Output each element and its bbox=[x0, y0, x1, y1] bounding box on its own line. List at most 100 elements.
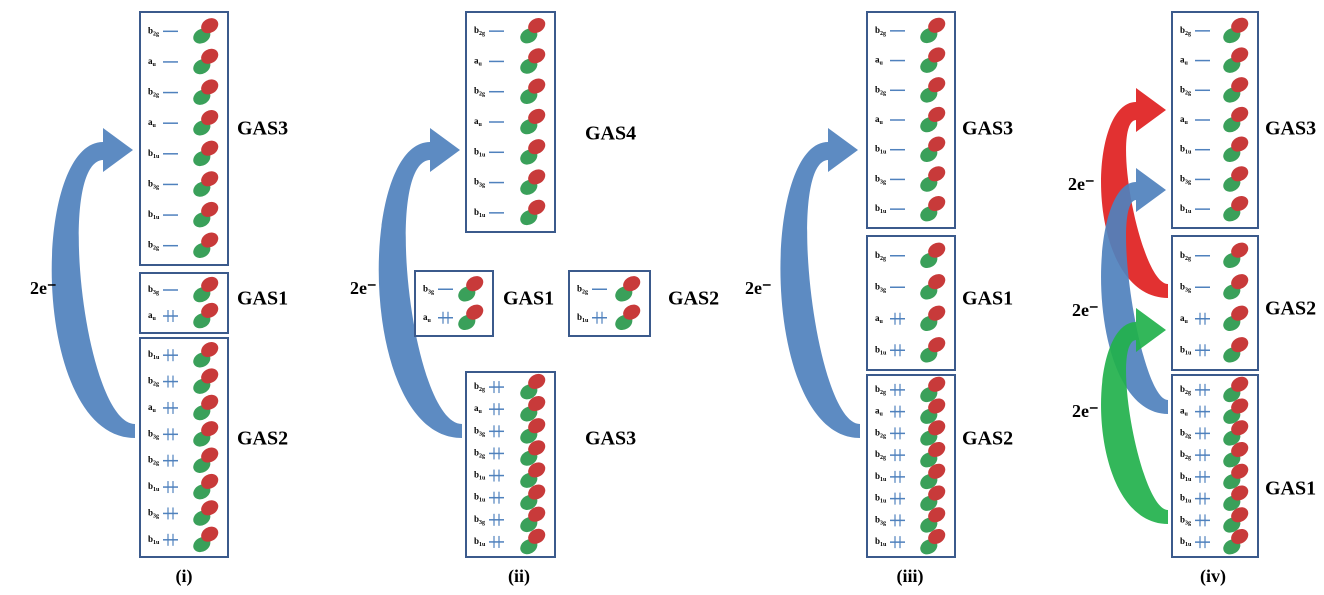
orbital-subscript: 2g bbox=[880, 256, 886, 262]
orbital-symbol: b bbox=[875, 536, 880, 546]
orbital-subscript: 2g bbox=[880, 31, 886, 37]
orbital-lobe bbox=[928, 136, 946, 152]
orbital-label: b2g bbox=[875, 449, 886, 461]
orbital-subscript: u bbox=[880, 61, 884, 67]
orbital-label: b2g bbox=[875, 384, 886, 396]
orbital-label: b3g bbox=[1180, 514, 1191, 526]
orbital-label: au bbox=[423, 312, 432, 324]
orbital-symbol: b bbox=[1180, 281, 1185, 291]
orbital-lobe bbox=[1231, 507, 1249, 523]
orbital-lobe bbox=[1231, 77, 1249, 93]
orbital-subscript: 2g bbox=[1185, 31, 1191, 37]
orbital-lobe bbox=[928, 47, 946, 63]
orbital-label: b2g bbox=[474, 381, 485, 393]
orbital-label: b1u bbox=[148, 209, 160, 221]
orbital-label: b1u bbox=[148, 148, 160, 160]
orbital-lobe bbox=[528, 139, 546, 155]
panel-label: (iv) bbox=[1200, 566, 1226, 587]
orbital-lobe bbox=[1231, 242, 1249, 258]
orbital-symbol: b bbox=[1180, 344, 1185, 354]
orbital-label: b2g bbox=[1180, 250, 1191, 262]
orbital-subscript: 1u bbox=[880, 210, 887, 216]
orbital-lobe bbox=[466, 276, 484, 292]
orbital-subscript: 1u bbox=[1185, 210, 1192, 216]
orbital-label: b2g bbox=[875, 25, 886, 37]
gas-label: GAS2 bbox=[962, 428, 1013, 450]
electron-arrow bbox=[378, 128, 462, 438]
orbital-subscript: 1u bbox=[880, 477, 887, 483]
orbital-label: b2g bbox=[1180, 25, 1191, 37]
orbital-symbol: b bbox=[474, 470, 479, 480]
orbital-label: b3g bbox=[148, 284, 159, 296]
orbital-subscript: u bbox=[153, 408, 157, 414]
orbital-subscript: 1u bbox=[1185, 543, 1192, 549]
orbital-label: b1u bbox=[875, 344, 887, 356]
gas-label: GAS1 bbox=[503, 288, 554, 310]
orbital-label: b2g bbox=[148, 455, 159, 467]
orbital-label: b2g bbox=[148, 240, 159, 252]
orbital-symbol: b bbox=[474, 514, 479, 524]
orbital-symbol: b bbox=[875, 384, 880, 394]
orbital-symbol: a bbox=[148, 310, 153, 320]
orbital-label: b2g bbox=[474, 25, 485, 37]
orbital-symbol: b bbox=[148, 376, 153, 386]
orbital-subscript: u bbox=[153, 316, 157, 322]
orbital-label: b2g bbox=[577, 283, 588, 295]
orbital-symbol: b bbox=[875, 449, 880, 459]
orbital-lobe bbox=[1231, 166, 1249, 182]
orbital-symbol: b bbox=[1180, 84, 1185, 94]
orbital-subscript: 2g bbox=[479, 92, 485, 98]
orbital-subscript: 2g bbox=[479, 454, 485, 460]
orbital-subscript: 1u bbox=[479, 476, 486, 482]
orbital-subscript: 1u bbox=[479, 542, 486, 548]
orbital-label: b2g bbox=[1180, 427, 1191, 439]
orbital-subscript: u bbox=[479, 410, 483, 416]
orbital-label: b1u bbox=[577, 312, 589, 324]
orbital-lobe bbox=[528, 396, 546, 412]
orbital-subscript: u bbox=[880, 319, 884, 325]
orbital-symbol: b bbox=[875, 493, 880, 503]
orbital-symbol: b bbox=[1180, 144, 1185, 154]
orbital-subscript: 1u bbox=[880, 351, 887, 357]
orbital-subscript: 1u bbox=[1185, 477, 1192, 483]
orbital-lobe bbox=[201, 110, 219, 126]
orbital-lobe bbox=[1231, 376, 1249, 392]
gas-label: GAS1 bbox=[962, 288, 1013, 310]
orbital-lobe bbox=[528, 373, 546, 390]
orbital-label: b3g bbox=[148, 428, 159, 440]
orbital-symbol: b bbox=[1180, 514, 1185, 524]
orbital-lobe bbox=[528, 17, 546, 34]
orbital-subscript: u bbox=[153, 62, 157, 68]
orbital-lobe bbox=[201, 342, 219, 358]
orbital-lobe bbox=[528, 199, 546, 215]
orbital-subscript: 1u bbox=[153, 540, 160, 546]
orbital-symbol: b bbox=[875, 344, 880, 354]
orbital-label: b3g bbox=[875, 173, 886, 185]
orbital-symbol: b bbox=[1180, 250, 1185, 260]
orbital-lobe bbox=[201, 500, 219, 516]
orbital-symbol: b bbox=[148, 534, 153, 544]
orbital-lobe bbox=[928, 337, 946, 353]
orbital-label: b3g bbox=[423, 283, 434, 295]
orbital-label: au bbox=[1180, 313, 1189, 325]
orbital-label: b2g bbox=[1180, 84, 1191, 96]
orbital-symbol: b bbox=[148, 148, 153, 158]
orbital-label: au bbox=[474, 403, 483, 415]
orbital-subscript: u bbox=[153, 124, 157, 130]
orbital-symbol: a bbox=[148, 402, 153, 412]
orbital-symbol: b bbox=[1180, 384, 1185, 394]
orbital-lobe bbox=[928, 507, 946, 523]
orbital-lobe bbox=[1231, 398, 1249, 414]
orbital-symbol: b bbox=[1180, 25, 1185, 35]
orbital-symbol: b bbox=[148, 240, 153, 250]
electron-arrow bbox=[51, 128, 135, 438]
orbital-lobe bbox=[928, 242, 946, 258]
orbital-lobe bbox=[928, 463, 946, 479]
orbital-lobe bbox=[928, 528, 946, 545]
orbital-subscript: 2g bbox=[880, 434, 886, 440]
orbital-label: au bbox=[875, 55, 884, 67]
gas-label: GAS3 bbox=[1265, 118, 1316, 140]
orbital-lobe bbox=[528, 462, 546, 478]
orbital-subscript: 2g bbox=[153, 461, 159, 467]
orbital-symbol: b bbox=[474, 207, 479, 217]
